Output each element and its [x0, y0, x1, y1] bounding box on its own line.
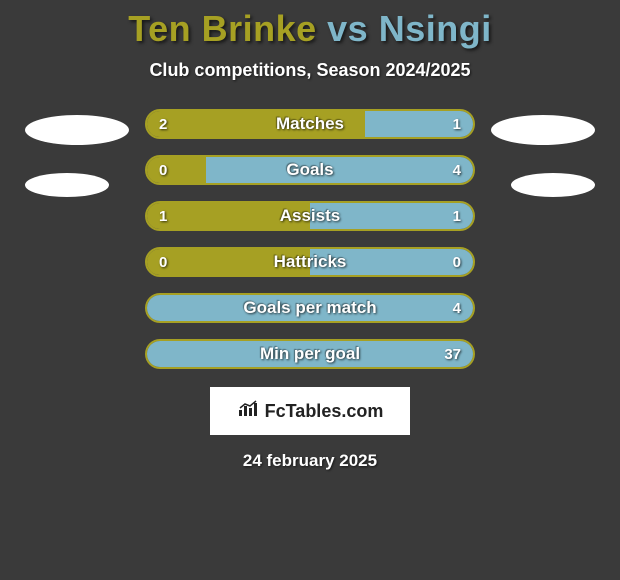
stat-value-right: 37 [444, 346, 461, 363]
stat-value-right: 4 [453, 300, 461, 317]
brand-text: FcTables.com [265, 401, 384, 422]
page-title: Ten Brinke vs Nsingi [0, 8, 620, 50]
right-badges [485, 109, 595, 197]
player2-badge-secondary [511, 173, 595, 197]
subtitle: Club competitions, Season 2024/2025 [0, 60, 620, 81]
chart-icon [237, 400, 259, 423]
stat-value-left: 1 [159, 208, 167, 225]
player2-name: Nsingi [379, 8, 492, 49]
content-region: Matches21Goals04Assists11Hattricks00Goal… [0, 109, 620, 369]
stat-value-right: 1 [453, 116, 461, 133]
stat-label: Hattricks [147, 252, 473, 272]
stat-label: Goals per match [147, 298, 473, 318]
stat-label: Assists [147, 206, 473, 226]
stat-value-left: 0 [159, 254, 167, 271]
player1-badge [25, 115, 129, 145]
player1-name: Ten Brinke [128, 8, 316, 49]
stat-bar: Assists1 1 [145, 201, 475, 231]
stat-value-right: 1 [453, 208, 461, 225]
player2-badge [491, 115, 595, 145]
stat-label: Goals [147, 160, 473, 180]
brand-logo[interactable]: FcTables.com [210, 387, 410, 435]
header: Ten Brinke vs Nsingi Club competitions, … [0, 0, 620, 81]
stat-value-right: 0 [453, 254, 461, 271]
stat-bar: Min per goal37 [145, 339, 475, 369]
stat-bar: Goals per match4 [145, 293, 475, 323]
left-badges [25, 109, 135, 197]
stat-bar: Hattricks0 0 [145, 247, 475, 277]
comparison-bars: Matches21Goals04Assists11Hattricks00Goal… [135, 109, 485, 369]
vs-text: vs [317, 8, 379, 49]
stat-bar: Matches2 1 [145, 109, 475, 139]
stat-value-left: 2 [159, 116, 167, 133]
stat-value-right: 4 [453, 162, 461, 179]
stat-bar: Goals0 4 [145, 155, 475, 185]
footer: FcTables.com 24 february 2025 [0, 387, 620, 471]
player1-badge-secondary [25, 173, 109, 197]
stat-label: Matches [147, 114, 473, 134]
stat-label: Min per goal [147, 344, 473, 364]
stat-value-left: 0 [159, 162, 167, 179]
date-text: 24 february 2025 [0, 451, 620, 471]
